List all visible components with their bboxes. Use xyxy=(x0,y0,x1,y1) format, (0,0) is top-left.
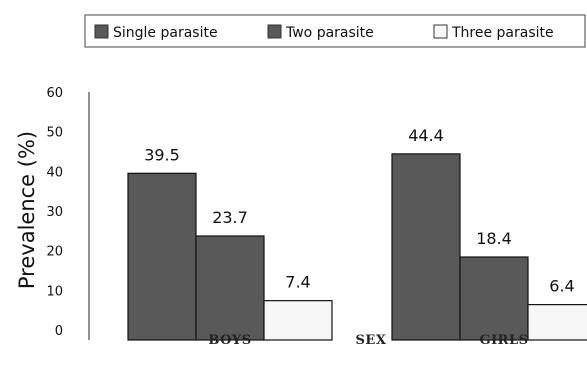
legend-box xyxy=(84,14,586,48)
data-label-girls-two-parasite: 18.4 xyxy=(476,229,512,248)
bar-girls-single-parasite xyxy=(391,153,461,341)
y-tick-label-30: 30 xyxy=(46,205,63,220)
legend-swatch-three-parasite xyxy=(433,24,448,39)
bars xyxy=(127,153,587,341)
y-axis-label: Prevalence (%) xyxy=(15,131,39,289)
bar-boys-single-parasite xyxy=(127,172,197,341)
data-label-boys-three-parasite: 7.4 xyxy=(285,273,310,292)
legend-swatch-single-parasite xyxy=(94,24,109,39)
data-label-girls-single-parasite: 44.4 xyxy=(408,126,444,145)
y-tick-label-10: 10 xyxy=(46,284,63,299)
legend-label-single-parasite: Single parasite xyxy=(113,25,218,41)
bar-boys-two-parasite xyxy=(195,235,265,341)
data-labels: 39.5 23.7 7.4 44.4 18.4 6.4 xyxy=(144,126,575,296)
legend-label-three-parasite: Three parasite xyxy=(451,25,554,41)
legend: Single parasite Two parasite Three parasit… xyxy=(84,14,586,48)
y-tick-label-60: 60 xyxy=(46,86,63,101)
data-label-boys-single-parasite: 39.5 xyxy=(144,145,180,164)
y-tick-label-0: 0 xyxy=(55,324,63,339)
bar-girls-two-parasite xyxy=(459,256,529,341)
y-tick-label-40: 40 xyxy=(46,165,63,180)
bar-girls-three-parasite xyxy=(527,304,587,341)
bar-boys-three-parasite xyxy=(263,300,333,341)
category-labels: BOYS GIRLS xyxy=(208,333,528,348)
y-tick-label-50: 50 xyxy=(46,126,63,141)
y-ticks: 0 10 20 30 40 50 60 xyxy=(46,86,63,339)
data-label-boys-two-parasite: 23.7 xyxy=(212,208,248,227)
legend-swatch-two-parasite xyxy=(267,24,282,39)
category-label-girls: GIRLS xyxy=(479,333,528,348)
data-label-girls-three-parasite: 6.4 xyxy=(549,277,574,296)
category-label-boys: BOYS xyxy=(208,333,251,348)
legend-label-two-parasite: Two parasite xyxy=(285,25,374,41)
x-axis-label: SEX xyxy=(356,333,387,348)
y-tick-label-20: 20 xyxy=(46,245,63,260)
